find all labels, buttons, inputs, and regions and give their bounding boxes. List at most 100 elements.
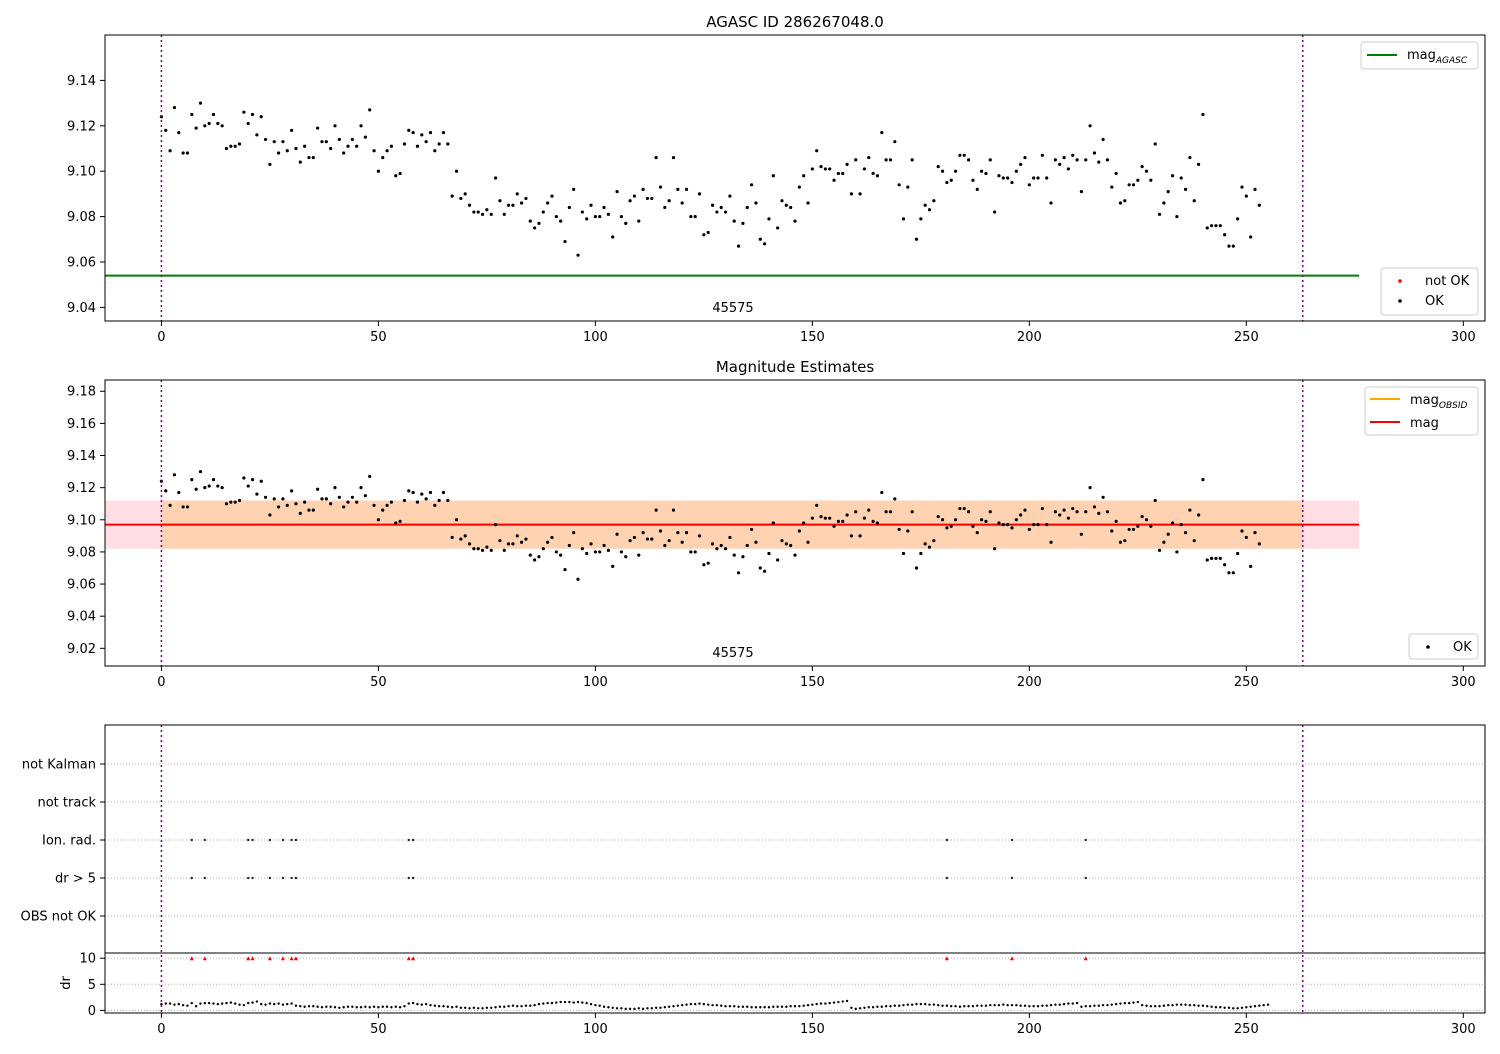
dr-point	[1236, 1007, 1239, 1010]
mag-point-ok	[211, 478, 216, 482]
mag-point-ok	[1053, 158, 1057, 162]
mag-point-ok	[233, 144, 237, 148]
dr-point	[702, 1002, 706, 1006]
mag-point-ok	[546, 540, 550, 544]
panel2-legend-top: magOBSID mag	[1364, 386, 1479, 436]
mag-point-ok	[528, 219, 532, 223]
dr-point	[194, 1005, 198, 1008]
mag-point-ok	[689, 550, 693, 554]
mag-point-ok	[1118, 540, 1123, 544]
mag-point-ok	[307, 155, 311, 160]
dr-point	[759, 1006, 762, 1009]
dr-point	[277, 1002, 280, 1005]
mag-point-ok	[1218, 556, 1222, 560]
mag-point-ok	[198, 469, 203, 474]
dr-point	[1054, 1003, 1057, 1006]
mag-point-ok	[506, 542, 511, 546]
mag-point-ok	[185, 151, 190, 155]
dr-tick-label: 0	[88, 1004, 96, 1019]
mag-point-ok	[836, 171, 840, 176]
mag-point-ok	[433, 503, 437, 507]
mag-point-ok	[641, 531, 645, 535]
mag-point-ok	[446, 142, 450, 146]
mag-point-ok	[1066, 167, 1070, 171]
mag-point-ok	[559, 553, 563, 557]
dr-point	[1101, 1003, 1105, 1007]
mag-point-ok	[515, 192, 519, 196]
mag-point-ok	[294, 146, 298, 151]
mag-point-ok	[242, 476, 246, 480]
dr-point	[841, 1000, 844, 1003]
mag-point-ok	[823, 516, 827, 520]
dr-point	[1167, 1003, 1170, 1007]
mag-point-ok	[771, 174, 775, 178]
mag-point-ok	[936, 514, 940, 519]
dr-point	[394, 1005, 397, 1008]
mag-point-ok	[1088, 486, 1092, 490]
mag-point-ok	[281, 140, 285, 144]
mag-point-ok	[268, 513, 272, 517]
mag-point-ok	[980, 518, 984, 522]
dr-point	[555, 1001, 558, 1004]
dr-point	[424, 1002, 428, 1006]
mag-point-ok	[463, 534, 467, 538]
mag-point-ok	[294, 502, 298, 506]
mag-point-ok	[637, 553, 641, 557]
mag-point-ok	[901, 551, 906, 556]
mag-point-ok	[463, 192, 467, 196]
mag-point-ok	[1183, 187, 1188, 191]
mag-point-ok	[372, 503, 376, 507]
mag-point-ok	[441, 131, 446, 135]
mag-point-ok	[919, 217, 923, 221]
mag-point-ok	[962, 153, 966, 157]
dr-point	[980, 1004, 983, 1007]
mag-point-ok	[493, 523, 498, 527]
mag-point-ok	[823, 167, 827, 171]
mag-point-ok	[554, 550, 558, 554]
y-tick-label: 9.02	[67, 642, 96, 657]
mag-point-ok	[1136, 178, 1140, 182]
mag-point-ok	[246, 484, 250, 488]
mag-point-ok	[1114, 171, 1118, 176]
mag-point-ok	[342, 151, 346, 155]
flag-dr-gt5-point	[203, 876, 207, 880]
dr-point	[268, 1002, 272, 1005]
y-tick-label: 9.12	[67, 481, 96, 496]
dr-point	[1193, 1003, 1196, 1007]
panel3-frame	[104, 724, 1486, 1014]
mag-point-ok	[1027, 183, 1031, 187]
mag-point-ok	[671, 508, 676, 512]
dr-point	[641, 1007, 645, 1011]
dr-point	[325, 1005, 328, 1008]
mag-point-ok	[311, 155, 315, 160]
mag-point-ok	[927, 545, 932, 549]
mag-point-ok	[1110, 185, 1114, 189]
mag-point-ok	[776, 226, 780, 230]
y-tick-label: 9.04	[67, 301, 96, 316]
mag-point-ok	[875, 521, 880, 525]
mag-point-ok	[884, 158, 888, 162]
mag-point-ok	[845, 162, 849, 166]
dr-point	[290, 1002, 293, 1005]
panel1-frame	[104, 34, 1486, 322]
dr-point	[546, 1001, 549, 1005]
mag-point-ok	[819, 165, 823, 169]
mag-point-ok	[806, 540, 810, 544]
mag-point-ok	[1006, 176, 1010, 180]
dr-point	[381, 1005, 384, 1008]
flag-ion-rad-point	[1010, 838, 1014, 842]
mag-point-ok	[741, 555, 745, 559]
dr-point	[312, 1005, 315, 1008]
y-tick-label: 9.10	[67, 165, 96, 180]
dr-point	[928, 1003, 931, 1006]
mag-point-ok	[1218, 224, 1222, 228]
mag-point-ok	[307, 508, 311, 512]
dr-point	[707, 1003, 710, 1006]
mag-point-ok	[758, 566, 762, 570]
dr-point	[650, 1007, 653, 1010]
dr-point	[164, 1002, 167, 1005]
dr-point	[1062, 1002, 1066, 1006]
dr-point	[463, 1006, 467, 1009]
dr-point	[720, 1004, 723, 1007]
mag-point-ok	[845, 513, 849, 517]
